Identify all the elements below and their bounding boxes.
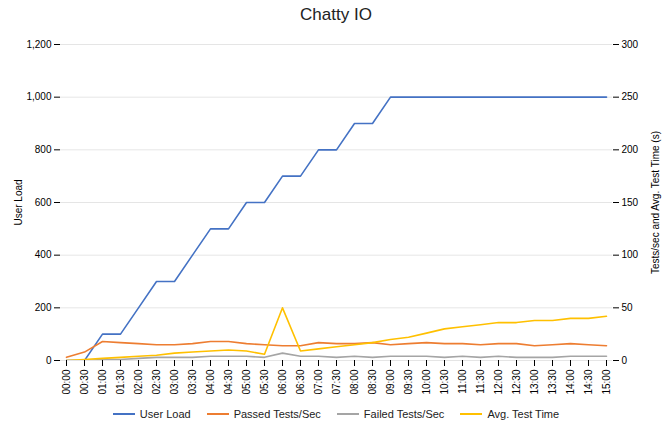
svg-text:03:00: 03:00: [169, 369, 180, 394]
svg-text:02:00: 02:00: [133, 369, 144, 394]
html-text:Avg. Test Time: Avg. Test Time: [487, 408, 560, 420]
svg-text:01:30: 01:30: [115, 369, 126, 394]
svg-text:09:30: 09:30: [403, 369, 414, 394]
svg-text:13:00: 13:00: [529, 369, 540, 394]
svg-text:400: 400: [35, 249, 52, 260]
html-text:Failed Tests/Sec: Failed Tests/Sec: [363, 408, 445, 420]
svg-text:0: 0: [46, 355, 52, 366]
svg-text:50: 50: [622, 302, 634, 313]
svg-text:02:30: 02:30: [151, 369, 162, 394]
svg-text:100: 100: [622, 249, 639, 260]
svg-text:07:00: 07:00: [313, 369, 324, 394]
svg-text:11:00: 11:00: [457, 369, 468, 394]
html-text:Chatty IO: Chatty IO: [300, 5, 372, 24]
svg-text:09:00: 09:00: [385, 369, 396, 394]
html-text:Passed Tests/Sec: Passed Tests/Sec: [233, 408, 321, 420]
svg-text:800: 800: [35, 144, 52, 155]
html-text:User Load: User Load: [139, 408, 191, 420]
svg-text:Tests/sec and Avg. Test Time (: Tests/sec and Avg. Test Time (s): [650, 131, 661, 274]
svg-text:12:00: 12:00: [493, 369, 504, 394]
svg-text:01:00: 01:00: [97, 369, 108, 394]
svg-text:150: 150: [622, 197, 639, 208]
svg-text:User Load: User Load: [13, 179, 24, 225]
svg-text:10:30: 10:30: [439, 369, 450, 394]
svg-text:04:30: 04:30: [223, 369, 234, 394]
svg-text:04:00: 04:00: [205, 369, 216, 394]
svg-text:07:30: 07:30: [331, 369, 342, 394]
svg-text:03:30: 03:30: [187, 369, 198, 394]
svg-text:06:30: 06:30: [295, 369, 306, 394]
svg-text:11:30: 11:30: [475, 369, 486, 394]
svg-text:13:30: 13:30: [547, 369, 558, 394]
svg-text:14:30: 14:30: [583, 369, 594, 394]
svg-text:15:00: 15:00: [601, 369, 612, 394]
svg-text:14:00: 14:00: [565, 369, 576, 394]
svg-text:00:30: 00:30: [79, 369, 90, 394]
svg-text:05:30: 05:30: [259, 369, 270, 394]
svg-text:250: 250: [622, 91, 639, 102]
svg-text:200: 200: [622, 144, 639, 155]
svg-text:10:00: 10:00: [421, 369, 432, 394]
svg-text:0: 0: [622, 355, 628, 366]
svg-text:1,200: 1,200: [26, 39, 51, 50]
svg-text:600: 600: [35, 197, 52, 208]
svg-text:200: 200: [35, 302, 52, 313]
svg-text:06:00: 06:00: [277, 369, 288, 394]
svg-text:1,000: 1,000: [26, 91, 51, 102]
svg-text:12:30: 12:30: [511, 369, 522, 394]
svg-text:05:00: 05:00: [241, 369, 252, 394]
svg-text:00:00: 00:00: [61, 369, 72, 394]
svg-text:08:00: 08:00: [349, 369, 360, 394]
svg-text:300: 300: [622, 39, 639, 50]
svg-text:08:30: 08:30: [367, 369, 378, 394]
